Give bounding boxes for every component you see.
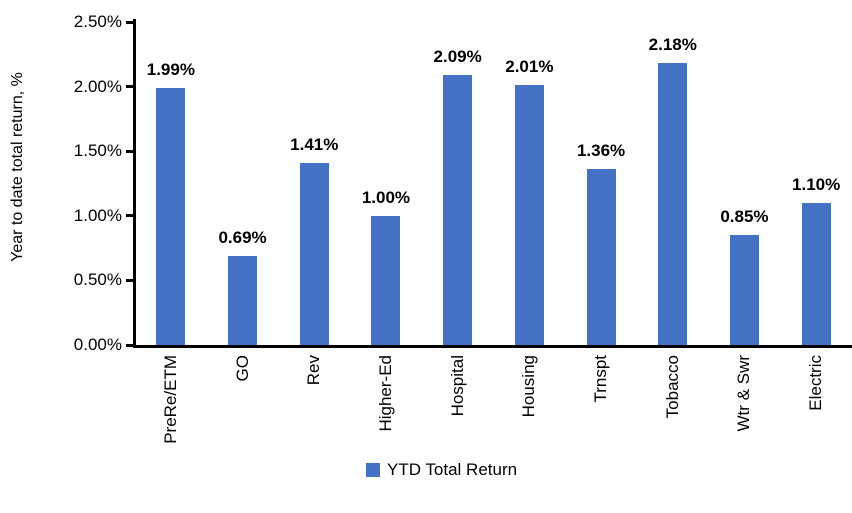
legend: YTD Total Return (366, 460, 517, 480)
bar-prere-etm (156, 87, 186, 345)
legend-swatch-icon (366, 463, 380, 477)
bar-value-label: 0.85% (720, 207, 769, 227)
bar-rev (299, 162, 329, 345)
bar-value-label: 2.09% (433, 46, 482, 66)
y-tick-mark (126, 343, 134, 347)
category-label: Housing (519, 355, 539, 418)
y-tick-label: 2.00% (73, 76, 122, 96)
bar-value-label: 2.18% (648, 35, 697, 55)
y-tick-label: 0.50% (73, 270, 122, 290)
bar-value-label: 1.99% (146, 59, 195, 79)
bar-trnspt (586, 169, 616, 345)
y-tick-label: 1.50% (73, 141, 122, 161)
bar-tobacco (658, 63, 688, 345)
bar-electric (801, 202, 831, 345)
bar-wtr-swr (729, 235, 759, 345)
y-axis-line (133, 19, 136, 348)
bar-go (228, 255, 258, 345)
category-label: Electric (806, 355, 826, 411)
bar-value-label: 2.01% (505, 57, 554, 77)
bar-value-label: 1.10% (792, 174, 841, 194)
y-tick-mark (126, 214, 134, 218)
y-tick-label: 1.00% (73, 205, 122, 225)
bar-hospital (443, 74, 473, 345)
y-tick-mark (126, 85, 134, 89)
bar-value-label: 1.00% (361, 187, 411, 207)
bar-housing (514, 85, 544, 345)
category-label: PreRe/ETM (160, 355, 180, 444)
bar-value-label: 1.41% (290, 134, 339, 154)
x-axis-line (133, 345, 852, 348)
category-label: Trnspt (591, 355, 611, 403)
category-label: GO (232, 355, 252, 382)
bar-value-label: 0.69% (218, 227, 267, 247)
y-tick-mark (126, 20, 134, 24)
bar-higher-ed (371, 215, 401, 345)
legend-label: YTD Total Return (387, 460, 518, 479)
category-label: Wtr & Swr (734, 355, 754, 432)
category-label: Tobacco (662, 355, 682, 419)
category-label: Rev (304, 355, 324, 386)
y-tick-label: 0.00% (73, 335, 122, 354)
y-axis-title: Year to date total return, % (9, 72, 26, 262)
y-tick-mark (126, 278, 134, 282)
y-tick-label: 2.50% (73, 12, 122, 31)
bar-value-label: 1.36% (576, 141, 626, 161)
y-tick-mark (126, 149, 134, 153)
